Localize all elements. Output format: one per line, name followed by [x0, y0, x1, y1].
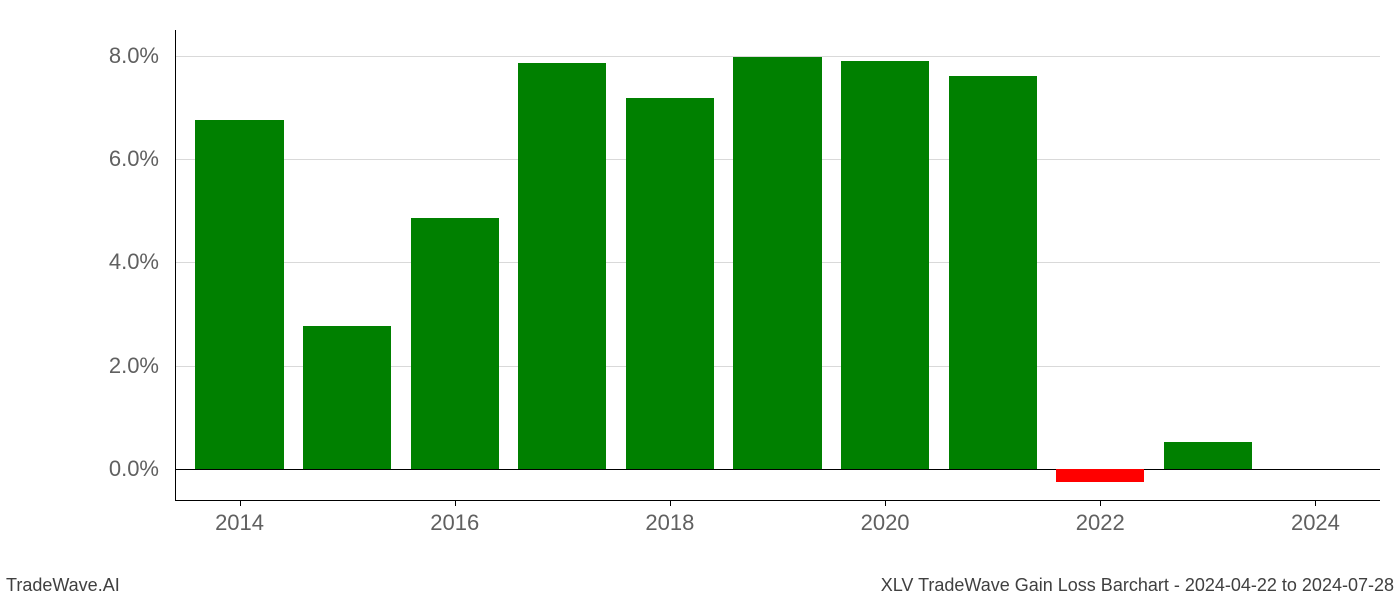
x-axis-spine [175, 500, 1380, 501]
bar-2016 [411, 218, 499, 469]
x-tick-label: 2020 [861, 510, 910, 536]
footer-left-label: TradeWave.AI [6, 575, 120, 596]
bar-2023 [1164, 442, 1252, 469]
x-tick-label: 2024 [1291, 510, 1340, 536]
x-tick [885, 500, 886, 506]
bar-2015 [303, 326, 391, 469]
bar-2014 [195, 120, 283, 469]
y-tick-label: 0.0% [0, 456, 159, 482]
bar-2020 [841, 61, 929, 469]
bar-2019 [733, 57, 821, 469]
bar-2021 [949, 76, 1037, 469]
y-tick-label: 8.0% [0, 43, 159, 69]
x-tick [240, 500, 241, 506]
y-axis-spine [175, 30, 176, 500]
gain-loss-barchart: TradeWave.AI XLV TradeWave Gain Loss Bar… [0, 0, 1400, 600]
y-tick-label: 4.0% [0, 249, 159, 275]
x-tick-label: 2022 [1076, 510, 1125, 536]
x-tick-label: 2014 [215, 510, 264, 536]
x-tick [455, 500, 456, 506]
y-tick-label: 6.0% [0, 146, 159, 172]
footer-right-label: XLV TradeWave Gain Loss Barchart - 2024-… [881, 575, 1394, 596]
x-tick [1315, 500, 1316, 506]
x-tick-label: 2018 [645, 510, 694, 536]
x-tick [670, 500, 671, 506]
x-tick [1100, 500, 1101, 506]
bar-2022 [1056, 469, 1144, 482]
bar-2017 [518, 63, 606, 469]
y-tick-label: 2.0% [0, 353, 159, 379]
zero-line [175, 469, 1380, 470]
x-tick-label: 2016 [430, 510, 479, 536]
bar-2018 [626, 98, 714, 469]
plot-area [175, 30, 1380, 500]
